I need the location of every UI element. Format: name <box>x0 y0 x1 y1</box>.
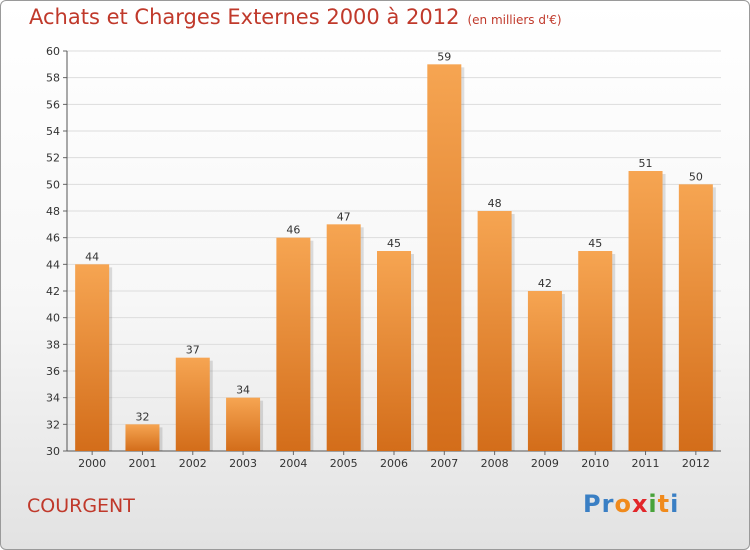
y-tick-label: 50 <box>46 178 60 191</box>
y-tick-label: 58 <box>46 72 60 85</box>
x-tick-label: 2010 <box>581 457 609 470</box>
bar <box>527 291 562 451</box>
bar <box>628 171 663 451</box>
bar-value-label: 32 <box>135 410 149 423</box>
x-tick-label: 2007 <box>430 457 458 470</box>
bar <box>175 357 210 451</box>
bar <box>678 184 713 452</box>
bar <box>578 251 613 451</box>
bar <box>377 251 411 451</box>
commune-name: COURGENT <box>27 495 135 517</box>
logo-letter: r <box>601 490 615 518</box>
chart-title: Achats et Charges Externes 2000 à 2012 (e… <box>29 5 562 29</box>
bar <box>427 64 462 452</box>
x-tick-label: 2002 <box>179 457 207 470</box>
chart-title-text: Achats et Charges Externes 2000 à 2012 <box>29 5 460 29</box>
bar-value-label: 48 <box>488 197 502 210</box>
x-tick-label: 2008 <box>481 457 509 470</box>
y-tick-label: 44 <box>46 258 60 271</box>
bar-value-label: 47 <box>337 210 351 223</box>
y-tick-label: 52 <box>46 152 60 165</box>
x-tick-label: 2003 <box>229 457 257 470</box>
x-tick-label: 2011 <box>632 457 660 470</box>
x-tick-label: 2001 <box>128 457 156 470</box>
y-tick-label: 54 <box>46 125 60 138</box>
logo-letter: o <box>614 490 632 518</box>
bar-value-label: 44 <box>85 250 99 263</box>
bar <box>75 264 110 451</box>
y-tick-label: 56 <box>46 98 60 111</box>
logo-letter: i <box>648 490 658 518</box>
bar-value-label: 42 <box>538 277 552 290</box>
y-tick-label: 30 <box>46 445 60 458</box>
x-tick-label: 2012 <box>682 457 710 470</box>
bar-value-label: 50 <box>689 170 703 183</box>
x-tick-label: 2009 <box>531 457 559 470</box>
bar <box>226 397 261 451</box>
bar-value-label: 46 <box>286 224 300 237</box>
y-tick-label: 48 <box>46 205 60 218</box>
y-tick-label: 42 <box>46 285 60 298</box>
bar-value-label: 34 <box>236 384 250 397</box>
chart-unit-label: (en milliers d'€) <box>467 13 562 27</box>
y-tick-label: 40 <box>46 312 60 325</box>
logo-letter: i <box>670 490 680 518</box>
y-tick-label: 34 <box>46 392 60 405</box>
y-tick-label: 60 <box>46 45 60 58</box>
logo-letter: x <box>631 490 649 518</box>
x-tick-label: 2006 <box>380 457 408 470</box>
bar-value-label: 37 <box>186 344 200 357</box>
y-tick-label: 38 <box>46 338 60 351</box>
bar-value-label: 45 <box>387 237 401 250</box>
bar <box>276 237 311 451</box>
bar-value-label: 59 <box>437 50 451 63</box>
proxiti-logo: Proxiti <box>583 490 679 518</box>
bar <box>477 211 512 451</box>
bar-value-label: 51 <box>639 157 653 170</box>
logo-letter: t <box>657 490 671 518</box>
y-tick-label: 46 <box>46 232 60 245</box>
bar <box>125 424 160 451</box>
y-tick-label: 36 <box>46 365 60 378</box>
x-tick-label: 2000 <box>78 457 106 470</box>
bar-value-label: 45 <box>588 237 602 250</box>
logo-letter: P <box>583 490 602 518</box>
y-tick-label: 32 <box>46 418 60 431</box>
bar <box>326 224 361 451</box>
x-tick-label: 2004 <box>279 457 307 470</box>
x-tick-label: 2005 <box>330 457 358 470</box>
